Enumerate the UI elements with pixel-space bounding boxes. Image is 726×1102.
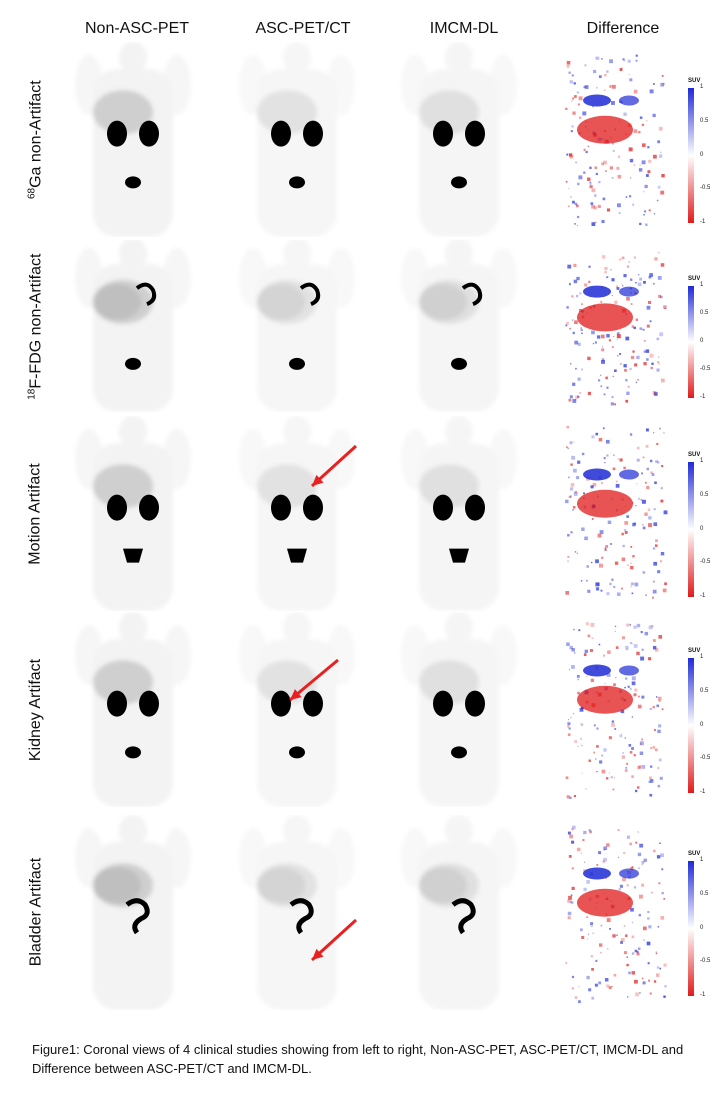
panel-difference-row-1 xyxy=(540,42,705,237)
colorbar-tick: -1 xyxy=(700,992,706,998)
colorbar-unit: SUV xyxy=(688,851,701,857)
colorbar-tick: 1 xyxy=(700,282,704,288)
colorbar-tick: 0.5 xyxy=(700,491,709,498)
panel-difference-row-3 xyxy=(540,416,705,611)
panel-non-asc-pet-row-1 xyxy=(58,42,223,237)
colorbar-tick: 0.5 xyxy=(700,310,709,316)
colorbar-row-3: SUV 1 0.5 0 -0.5 -1 xyxy=(684,452,724,601)
colorbar-row-4: SUV 1 0.5 0 -0.5 -1 xyxy=(684,648,724,797)
panel-non-asc-pet-row-3 xyxy=(58,416,223,611)
colorbar-unit: SUV xyxy=(688,276,701,282)
panel-asc-pet-ct-row-5 xyxy=(222,815,387,1010)
panel-imcm-dl-row-1 xyxy=(384,42,549,237)
panel-asc-pet-ct-row-3 xyxy=(222,416,387,611)
colorbar-tick: -0.5 xyxy=(700,958,711,965)
colorbar-tick: -0.5 xyxy=(700,559,711,566)
colorbar-tick: 1 xyxy=(700,654,704,660)
colorbar-row-2: SUV 1 0.5 0 -0.5 -1 xyxy=(684,276,724,402)
column-header-non-asc-pet: Non-ASC-PET xyxy=(84,20,190,37)
colorbar-gradient xyxy=(688,88,694,223)
colorbar-tick: -1 xyxy=(700,219,706,225)
colorbar-tick: 1 xyxy=(700,458,704,464)
panel-non-asc-pet-row-5 xyxy=(58,815,223,1010)
colorbar-row-5: SUV 1 0.5 0 -0.5 -1 xyxy=(684,851,724,1000)
colorbar-tick: 0 xyxy=(700,338,704,344)
colorbar-tick: -0.5 xyxy=(700,185,711,192)
colorbar-tick: -0.5 xyxy=(700,366,711,372)
panel-difference-row-4 xyxy=(540,612,705,807)
colorbar-gradient xyxy=(688,658,694,793)
colorbar-tick: 0 xyxy=(700,151,704,158)
panel-asc-pet-ct-row-1 xyxy=(222,42,387,237)
colorbar-tick: -0.5 xyxy=(700,755,711,762)
column-header-imcm-dl: IMCM-DL xyxy=(429,20,499,37)
panel-asc-pet-ct-row-2 xyxy=(222,240,387,412)
colorbar-tick: -1 xyxy=(700,593,706,599)
colorbar-unit: SUV xyxy=(688,452,701,458)
colorbar-tick: 1 xyxy=(700,84,704,90)
panel-imcm-dl-row-2 xyxy=(384,240,549,412)
figure-caption: Figure1: Coronal views of 4 clinical stu… xyxy=(32,1042,684,1076)
colorbar-tick: -1 xyxy=(700,789,706,795)
colorbar-tick: 1 xyxy=(700,857,704,863)
column-header-difference: Difference xyxy=(586,20,660,37)
colorbar-unit: SUV xyxy=(688,648,701,654)
panel-difference-row-5 xyxy=(540,815,705,1010)
panel-imcm-dl-row-3 xyxy=(384,416,549,611)
colorbar-tick: 0 xyxy=(700,721,704,728)
panel-imcm-dl-row-5 xyxy=(384,815,549,1010)
colorbar-tick: 0.5 xyxy=(700,117,709,124)
colorbar-gradient xyxy=(688,462,694,597)
panel-asc-pet-ct-row-4 xyxy=(222,612,387,807)
panel-non-asc-pet-row-4 xyxy=(58,612,223,807)
colorbar-tick: 0 xyxy=(700,525,704,532)
colorbar-gradient xyxy=(688,861,694,996)
colorbar-tick: -1 xyxy=(700,394,706,400)
colorbar-gradient xyxy=(688,286,694,398)
colorbar-unit: SUV xyxy=(688,78,701,84)
colorbar-tick: 0.5 xyxy=(700,687,709,694)
column-header-asc-pet-ct: ASC-PET/CT xyxy=(255,20,351,37)
colorbar-tick: 0 xyxy=(700,924,704,931)
colorbar-tick: 0.5 xyxy=(700,890,709,897)
panel-imcm-dl-row-4 xyxy=(384,612,549,807)
colorbar-row-1: SUV 1 0.5 0 -0.5 -1 xyxy=(684,78,724,227)
panel-non-asc-pet-row-2 xyxy=(58,240,223,412)
panel-difference-row-2 xyxy=(540,240,705,412)
